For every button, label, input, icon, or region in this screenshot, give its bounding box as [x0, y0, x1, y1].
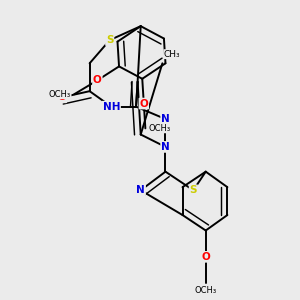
Text: NH: NH — [103, 102, 120, 112]
Text: OCH₃: OCH₃ — [195, 286, 217, 295]
Text: OCH₃: OCH₃ — [49, 90, 71, 99]
Text: O: O — [93, 75, 102, 85]
Text: S: S — [190, 185, 197, 195]
Text: N: N — [161, 142, 170, 152]
Text: O: O — [140, 99, 148, 109]
Text: S: S — [106, 35, 113, 45]
Text: O: O — [57, 92, 66, 102]
Text: OCH₃: OCH₃ — [148, 124, 171, 133]
Text: CH₃: CH₃ — [164, 50, 181, 59]
Text: O: O — [201, 252, 210, 262]
Text: N: N — [136, 185, 145, 195]
Text: N: N — [161, 114, 170, 124]
